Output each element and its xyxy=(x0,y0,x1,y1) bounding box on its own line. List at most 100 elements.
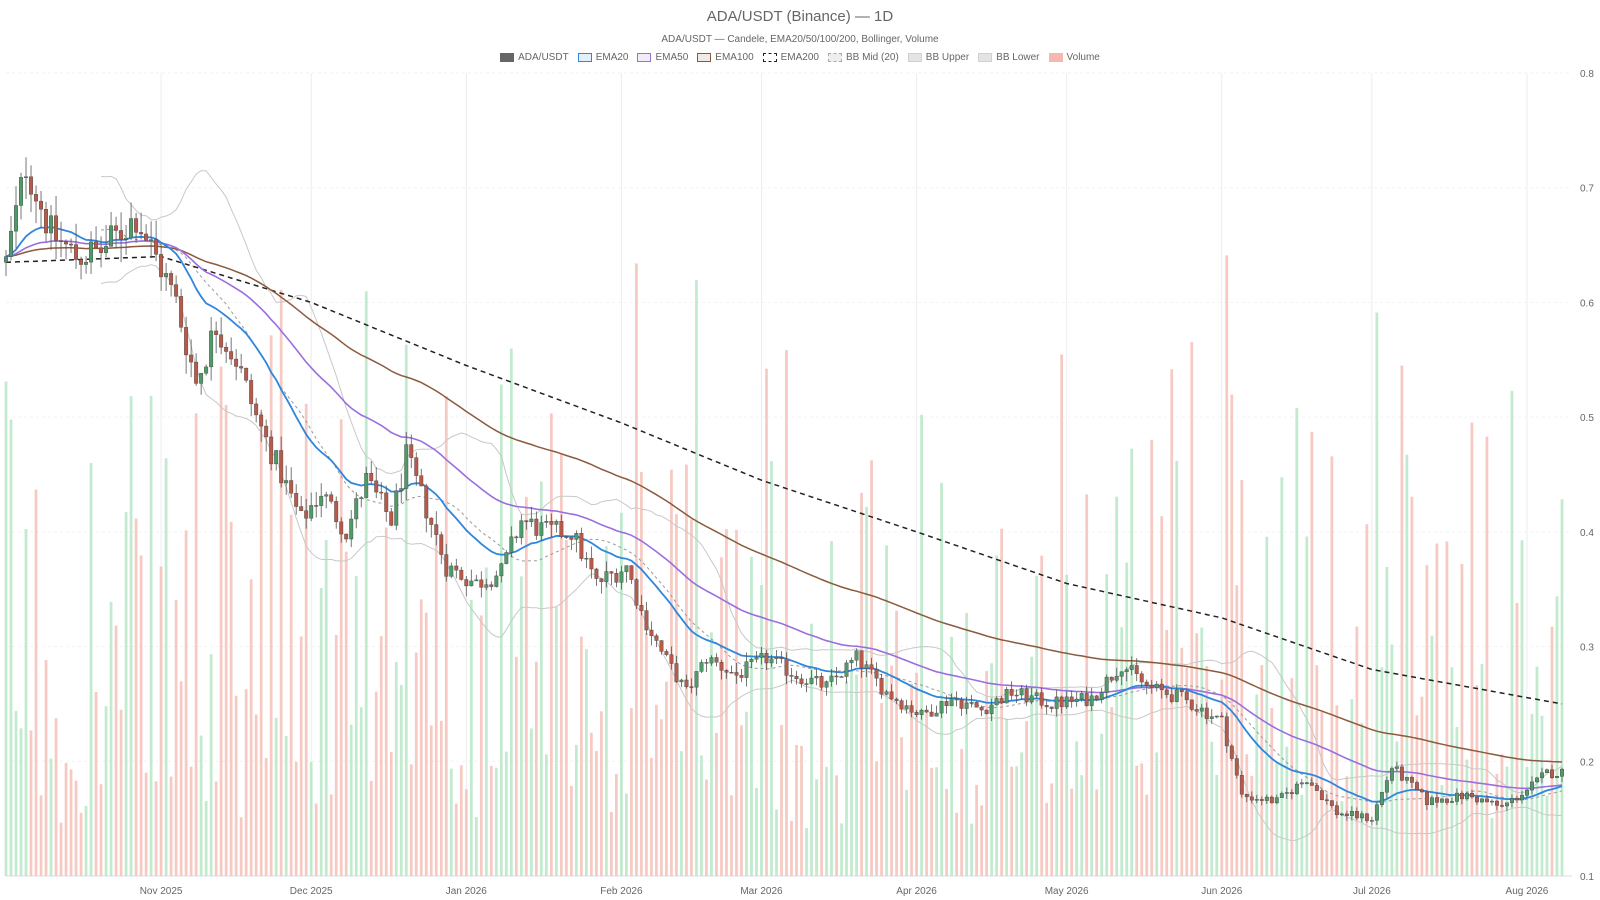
volume-bar xyxy=(124,512,128,876)
candle xyxy=(124,225,129,255)
candle xyxy=(174,275,179,303)
candle-body xyxy=(879,677,884,695)
legend-label: Volume xyxy=(1066,52,1100,63)
candle xyxy=(534,511,539,540)
candle xyxy=(224,342,229,363)
candle-body xyxy=(699,662,704,672)
volume-bar xyxy=(860,492,863,876)
candle-body xyxy=(214,330,219,335)
candle-body xyxy=(389,511,394,526)
legend-item[interactable]: EMA200 xyxy=(762,52,819,63)
candle xyxy=(1479,798,1484,803)
candle xyxy=(989,698,994,722)
candle-body xyxy=(794,676,799,680)
candle xyxy=(489,581,494,591)
volume-bar xyxy=(59,822,63,876)
candle xyxy=(714,653,719,667)
x-tick-label: Jun 2026 xyxy=(1201,886,1243,897)
candle xyxy=(964,696,969,715)
candle-body xyxy=(294,493,299,507)
volume-bar xyxy=(1025,721,1029,876)
candle-body xyxy=(1159,683,1164,691)
candle-body xyxy=(59,240,63,242)
legend-item[interactable]: BB Lower xyxy=(978,52,1040,63)
candle xyxy=(154,220,159,262)
candle xyxy=(604,561,609,588)
candle xyxy=(49,205,53,251)
candle-body xyxy=(174,284,179,297)
candle-body xyxy=(149,239,154,241)
volume-bar xyxy=(294,761,298,876)
candle xyxy=(164,262,169,291)
legend-label: BB Upper xyxy=(925,52,970,63)
volume-bar xyxy=(955,812,958,876)
candle xyxy=(584,552,589,569)
candle xyxy=(1535,776,1539,784)
volume-bar xyxy=(1390,644,1394,876)
volume-bar xyxy=(149,395,153,876)
candle xyxy=(419,468,424,487)
candle-body xyxy=(329,494,334,502)
candle-body xyxy=(54,215,58,241)
candle xyxy=(1219,712,1224,718)
volume-bar xyxy=(129,396,133,876)
volume-bar xyxy=(514,656,518,876)
volume-bar xyxy=(24,529,28,876)
candle-body xyxy=(324,494,329,497)
volume-bar xyxy=(1395,741,1399,876)
volume-bar xyxy=(705,779,708,876)
legend-item[interactable]: EMA100 xyxy=(697,52,754,63)
volume-bar xyxy=(920,414,923,876)
volume-bar xyxy=(584,649,588,876)
candle xyxy=(279,436,284,488)
legend-item[interactable]: ADA/USDT xyxy=(500,52,569,63)
candle xyxy=(1424,790,1429,810)
candle-body xyxy=(1359,813,1364,819)
volume-bar xyxy=(1055,696,1059,876)
volume-bar xyxy=(159,566,163,876)
candle-body xyxy=(619,571,624,583)
volume-bar xyxy=(690,519,693,876)
candle xyxy=(299,496,304,512)
volume-bar xyxy=(54,718,58,876)
candle xyxy=(1469,789,1474,799)
candle-body xyxy=(219,334,224,348)
legend-item[interactable]: EMA50 xyxy=(637,52,688,63)
legend-item[interactable]: Volume xyxy=(1048,52,1100,63)
legend-item[interactable]: EMA20 xyxy=(577,52,628,63)
volume-bar xyxy=(760,585,763,876)
candle-body xyxy=(884,691,889,695)
candle-body xyxy=(19,177,23,206)
volume-bar xyxy=(104,706,108,876)
candle-body xyxy=(1429,797,1434,806)
candle-body xyxy=(1505,802,1509,807)
volume-bar xyxy=(109,601,113,876)
volume-bar xyxy=(1295,407,1299,876)
candle xyxy=(344,533,349,543)
volume-bar xyxy=(1405,454,1409,876)
candle xyxy=(354,492,359,529)
volume-bar xyxy=(304,403,308,876)
volume-bar xyxy=(725,529,728,876)
candle-body xyxy=(1279,793,1284,798)
candle xyxy=(1054,690,1059,717)
candle xyxy=(499,562,504,583)
y-tick-label: 0.8 xyxy=(1580,69,1594,80)
candle-body xyxy=(1124,669,1129,672)
candle xyxy=(634,577,639,610)
candle-body xyxy=(1540,772,1544,779)
candle-body xyxy=(1479,798,1484,803)
volume-bar xyxy=(1195,633,1199,876)
volume-bar xyxy=(279,289,283,876)
candle-body xyxy=(1134,665,1139,674)
candle-body xyxy=(64,241,68,245)
candle xyxy=(1474,795,1479,805)
candles xyxy=(4,157,1564,826)
legend-item[interactable]: BB Upper xyxy=(907,52,970,63)
candle xyxy=(754,651,759,663)
candle-body xyxy=(554,521,559,525)
candle-body xyxy=(224,347,229,352)
legend-item[interactable]: BB Mid (20) xyxy=(828,52,899,63)
candle-body xyxy=(1294,783,1299,795)
candle-body xyxy=(754,657,759,660)
